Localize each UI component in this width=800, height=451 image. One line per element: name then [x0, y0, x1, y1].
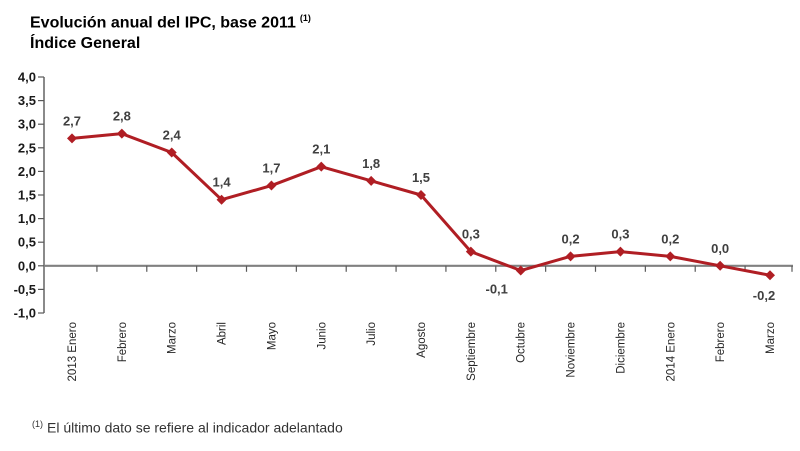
data-point-label: 0,3 [611, 227, 629, 242]
data-point-label: 1,7 [262, 161, 280, 176]
chart-title: Evolución anual del IPC, base 2011 (1) Ín… [30, 8, 311, 54]
y-tick-label: 0,5 [18, 235, 36, 250]
data-point-label: 0,2 [562, 231, 580, 246]
data-point-marker [67, 133, 77, 144]
x-category-label: Marzo [167, 322, 179, 354]
y-tick-label: 4,0 [18, 70, 36, 85]
data-point-label: 1,5 [412, 170, 430, 185]
data-point-label: 0,0 [711, 241, 729, 256]
y-tick-label: 2,5 [18, 140, 36, 155]
x-category-label: Agosto [416, 322, 428, 358]
chart-title-text: Evolución anual del IPC, base 2011 [30, 14, 296, 32]
data-point-marker [465, 246, 476, 257]
data-point-label: 2,4 [163, 128, 182, 143]
x-category-label: 2013 Enero [67, 322, 79, 381]
x-category-label: 2014 Enero [665, 322, 677, 381]
x-category-label: Noviembre [566, 322, 578, 378]
data-point-marker [715, 260, 726, 271]
data-point-label: 1,8 [362, 156, 380, 171]
x-category-label: Marzo [765, 322, 777, 354]
data-point-marker [615, 246, 626, 257]
data-point-marker [764, 270, 775, 281]
data-point-label: 2,7 [63, 113, 81, 128]
x-category-label: Mayo [266, 322, 278, 350]
y-tick-label: 1,5 [18, 188, 36, 203]
series-line [70, 132, 772, 277]
x-category-label: Febrero [715, 322, 727, 362]
x-category-label: Julio [366, 322, 378, 346]
data-point-label: 0,3 [462, 227, 480, 242]
data-point-marker [665, 251, 676, 262]
chart-title-line1: Evolución anual del IPC, base 2011 (1) [30, 8, 311, 33]
footnote-marker: (1) [32, 419, 43, 429]
data-point-marker [266, 180, 277, 191]
x-category-label: Diciembre [615, 322, 627, 374]
chart-title-line2: Índice General [30, 35, 141, 53]
y-tick-label: 3,5 [18, 93, 36, 108]
y-tick-label: 3,0 [18, 117, 36, 132]
title-footnote-marker: (1) [299, 13, 311, 23]
data-point-label: 1,4 [213, 175, 232, 190]
data-point-label: 2,8 [113, 109, 131, 124]
y-tick-label: 1,0 [18, 211, 36, 226]
data-point-marker [316, 161, 327, 172]
y-tick-label: 2,0 [18, 164, 36, 179]
data-point-label: -0,1 [486, 282, 508, 297]
data-point-label: -0,2 [753, 288, 775, 303]
chart-footnote: (1) El último dato se refiere al indicado… [32, 419, 343, 436]
x-category-label: Octubre [516, 322, 528, 363]
data-point-marker [216, 194, 227, 205]
x-category-label: Abril [217, 322, 229, 345]
footnote-text: El último dato se refiere al indicador a… [47, 419, 343, 436]
data-point-label: 2,1 [312, 142, 330, 157]
data-point-marker [166, 147, 177, 158]
y-tick-label: -1,0 [14, 306, 36, 321]
data-point-marker [116, 128, 127, 139]
ipc-line-chart: 4,0 3,5 3,0 2,5 2,0 1,5 1,0 0,5 0,0 -0,5 -1,0 2,7 2,… [14, 70, 793, 381]
data-point-label: 0,2 [661, 231, 679, 246]
y-tick-label: -0,5 [14, 282, 36, 297]
data-point-marker [366, 175, 377, 186]
data-point-marker [415, 190, 426, 200]
data-point-marker [515, 265, 526, 276]
x-category-label: Junio [316, 322, 328, 350]
x-category-label: Febrero [117, 322, 129, 362]
y-tick-label: 0,0 [18, 258, 36, 273]
x-category-label: Septiembre [466, 322, 478, 381]
data-point-marker [565, 251, 576, 262]
